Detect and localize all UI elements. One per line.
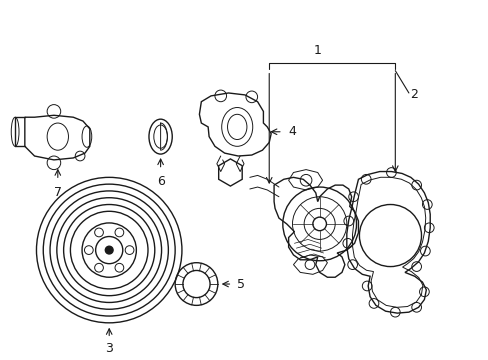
Text: 7: 7 — [54, 186, 61, 199]
Text: 1: 1 — [313, 44, 321, 57]
Circle shape — [105, 246, 113, 254]
Text: 6: 6 — [156, 175, 164, 188]
Text: 3: 3 — [105, 342, 113, 355]
Text: 5: 5 — [237, 278, 244, 291]
Text: 2: 2 — [409, 89, 417, 102]
Text: 4: 4 — [288, 125, 296, 138]
